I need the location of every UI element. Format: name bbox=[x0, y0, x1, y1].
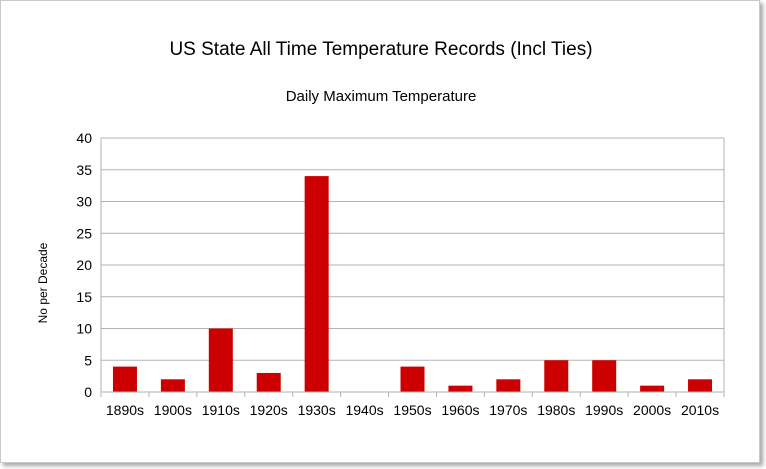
y-tick-label: 0 bbox=[84, 384, 92, 400]
bars bbox=[112, 176, 713, 392]
x-tick-label: 1930s bbox=[298, 402, 336, 418]
x-tick-labels: 1890s 1900s 1910s 1920s 1930s 1940s 1950s 1960s… bbox=[106, 402, 719, 418]
y-tick-label: 40 bbox=[76, 130, 92, 146]
chart-subtitle: Daily Maximum Temperature bbox=[286, 88, 477, 105]
y-tick-label: 35 bbox=[76, 162, 92, 178]
y-tick-label: 5 bbox=[84, 352, 92, 368]
bar-2000s bbox=[640, 385, 665, 392]
y-tick-labels: 0 5 10 15 20 25 30 35 40 bbox=[76, 130, 92, 400]
y-tick-label: 25 bbox=[76, 225, 92, 241]
x-tick-label: 1910s bbox=[202, 402, 240, 418]
bar-1980s bbox=[544, 360, 569, 392]
chart-title: US State All Time Temperature Records (I… bbox=[169, 39, 592, 60]
y-tick-label: 30 bbox=[76, 194, 92, 210]
x-tick-label: 1940s bbox=[345, 402, 383, 418]
x-tick-label: 1950s bbox=[393, 402, 431, 418]
bar-1910s bbox=[208, 328, 233, 392]
x-tick-label: 2000s bbox=[633, 402, 671, 418]
bar-1970s bbox=[496, 379, 521, 392]
x-tick-label: 1960s bbox=[441, 402, 479, 418]
bar-1890s bbox=[112, 366, 137, 392]
axes bbox=[100, 138, 725, 397]
bar-1920s bbox=[256, 372, 281, 392]
bar-2010s bbox=[688, 379, 713, 392]
x-tick-label: 1990s bbox=[585, 402, 623, 418]
bar-1960s bbox=[448, 385, 473, 392]
y-tick-label: 10 bbox=[76, 321, 92, 337]
x-tick-label: 1900s bbox=[154, 402, 192, 418]
x-tick-label: 2010s bbox=[681, 402, 719, 418]
y-axis-label: No per Decade bbox=[36, 242, 50, 323]
x-tick-label: 1920s bbox=[250, 402, 288, 418]
y-tick-label: 15 bbox=[76, 289, 92, 305]
x-tick-label: 1970s bbox=[489, 402, 527, 418]
bar-1990s bbox=[592, 360, 617, 392]
y-tick-label: 20 bbox=[76, 257, 92, 273]
gridlines bbox=[101, 137, 724, 393]
x-tick-label: 1980s bbox=[537, 402, 575, 418]
bar-1900s bbox=[160, 379, 185, 392]
x-tick-label: 1890s bbox=[106, 402, 144, 418]
bar-1950s bbox=[400, 366, 425, 392]
bar-1930s bbox=[304, 176, 329, 392]
